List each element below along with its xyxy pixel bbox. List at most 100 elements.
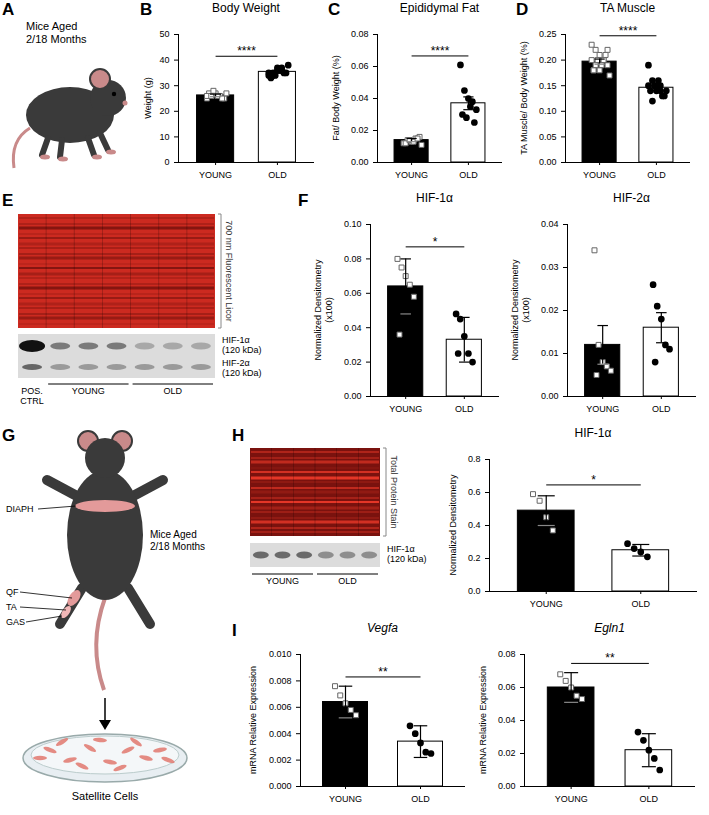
svg-text:A: A: [2, 0, 14, 19]
svg-text:0.25: 0.25: [539, 29, 557, 39]
svg-text:**: **: [605, 651, 615, 665]
svg-text:****: ****: [431, 44, 450, 58]
svg-text:OLD: OLD: [640, 794, 659, 804]
svg-text:0.04: 0.04: [351, 93, 369, 103]
svg-text:mRNA Relative Expression: mRNA Relative Expression: [248, 666, 258, 774]
svg-text:Mice Aged2/18 Months: Mice Aged2/18 Months: [26, 20, 87, 45]
svg-text:GAS: GAS: [6, 617, 25, 627]
svg-text:0.05: 0.05: [539, 132, 557, 142]
svg-text:Satellite Cells: Satellite Cells: [72, 790, 139, 802]
svg-text:Normalized Densitometry: Normalized Densitometry: [313, 259, 323, 361]
svg-text:POS.CTRL: POS.CTRL: [20, 386, 44, 406]
svg-text:0.15: 0.15: [539, 81, 557, 91]
svg-text:YOUNG: YOUNG: [266, 576, 299, 586]
svg-text:OLD: OLD: [652, 404, 671, 414]
svg-text:0.04: 0.04: [541, 219, 559, 229]
svg-text:HIF-1α(120 kDa): HIF-1α(120 kDa): [387, 544, 427, 564]
svg-text:OLD: OLD: [338, 576, 357, 586]
svg-text:0.08: 0.08: [351, 29, 369, 39]
svg-text:F: F: [298, 191, 308, 210]
svg-text:0.2: 0.2: [468, 553, 481, 563]
svg-text:0.006: 0.006: [269, 702, 292, 712]
svg-text:0.04: 0.04: [344, 323, 362, 333]
svg-text:Normalized Densitometry: Normalized Densitometry: [448, 474, 458, 576]
svg-text:HIF-2α(120 kDa): HIF-2α(120 kDa): [222, 358, 262, 378]
svg-text:E: E: [2, 191, 13, 210]
svg-text:0.004: 0.004: [269, 729, 292, 739]
svg-text:0.06: 0.06: [498, 682, 516, 692]
svg-text:0.08: 0.08: [344, 254, 362, 264]
svg-text:*: *: [433, 235, 438, 249]
svg-text:B: B: [140, 0, 152, 19]
svg-text:20: 20: [159, 106, 169, 116]
svg-text:YOUNG: YOUNG: [586, 404, 619, 414]
svg-text:OLD: OLD: [647, 170, 666, 180]
svg-text:Mice Aged2/18 Months: Mice Aged2/18 Months: [150, 529, 205, 552]
svg-text:D: D: [516, 0, 528, 19]
svg-text:0.00: 0.00: [539, 157, 557, 167]
svg-text:YOUNG: YOUNG: [199, 170, 232, 180]
svg-text:YOUNG: YOUNG: [72, 386, 105, 396]
svg-text:H: H: [232, 426, 244, 445]
svg-text:Weight (g): Weight (g): [143, 77, 153, 118]
svg-text:0.06: 0.06: [344, 288, 362, 298]
svg-text:0.010: 0.010: [269, 649, 292, 659]
svg-text:50: 50: [159, 29, 169, 39]
svg-text:QF: QF: [6, 587, 19, 597]
svg-text:G: G: [2, 426, 15, 445]
svg-text:OLD: OLD: [455, 404, 474, 414]
svg-text:0.00: 0.00: [498, 781, 516, 791]
svg-text:I: I: [232, 621, 237, 640]
svg-text:TA Muscle/ Body Weight (%): TA Muscle/ Body Weight (%): [519, 41, 529, 155]
svg-text:OLD: OLD: [268, 170, 287, 180]
svg-text:0.10: 0.10: [344, 219, 362, 229]
svg-text:*: *: [591, 473, 596, 487]
svg-text:0.00: 0.00: [344, 391, 362, 401]
svg-text:YOUNG: YOUNG: [555, 794, 588, 804]
svg-text:mRNA Relative Expression: mRNA Relative Expression: [478, 666, 488, 774]
svg-text:0.002: 0.002: [269, 755, 292, 765]
svg-text:0.00: 0.00: [541, 391, 559, 401]
svg-text:YOUNG: YOUNG: [530, 599, 563, 609]
svg-text:10: 10: [159, 132, 169, 142]
svg-text:YOUNG: YOUNG: [583, 170, 616, 180]
svg-text:700 nm Fluorescent Licor: 700 nm Fluorescent Licor: [224, 220, 234, 322]
svg-text:Normalized Densitometry: Normalized Densitometry: [510, 259, 520, 361]
svg-text:0.04: 0.04: [498, 715, 516, 725]
svg-text:0.0: 0.0: [468, 586, 481, 596]
svg-text:0.4: 0.4: [468, 520, 481, 530]
svg-text:0.06: 0.06: [351, 61, 369, 71]
svg-text:0.02: 0.02: [498, 748, 516, 758]
svg-text:0.01: 0.01: [541, 348, 559, 358]
svg-text:0.20: 0.20: [539, 55, 557, 65]
svg-text:****: ****: [237, 44, 256, 58]
svg-text:****: ****: [619, 24, 638, 38]
svg-text:OLD: OLD: [459, 170, 478, 180]
svg-text:YOUNG: YOUNG: [389, 404, 422, 414]
svg-text:TA: TA: [6, 602, 17, 612]
svg-text:(x100): (x100): [521, 297, 531, 323]
svg-text:(x100): (x100): [324, 297, 334, 323]
svg-text:OLD: OLD: [411, 794, 430, 804]
svg-text:DIAPH: DIAPH: [6, 504, 34, 514]
svg-text:Total Protein Stain: Total Protein Stain: [389, 455, 399, 528]
svg-text:0.03: 0.03: [541, 262, 559, 272]
svg-text:OLD: OLD: [632, 599, 651, 609]
svg-text:Fat/ Body Weight (%): Fat/ Body Weight (%): [331, 55, 341, 140]
svg-text:0.008: 0.008: [269, 676, 292, 686]
svg-text:0.02: 0.02: [541, 305, 559, 315]
svg-text:OLD: OLD: [164, 386, 183, 396]
svg-text:YOUNG: YOUNG: [395, 170, 428, 180]
svg-text:30: 30: [159, 81, 169, 91]
svg-text:**: **: [378, 665, 388, 679]
svg-text:YOUNG: YOUNG: [329, 794, 362, 804]
svg-text:40: 40: [159, 55, 169, 65]
svg-text:0.02: 0.02: [344, 357, 362, 367]
svg-text:0: 0: [164, 157, 169, 167]
svg-text:C: C: [328, 0, 340, 19]
svg-text:0.08: 0.08: [498, 649, 516, 659]
svg-text:0.6: 0.6: [468, 487, 481, 497]
svg-text:0.10: 0.10: [539, 106, 557, 116]
svg-text:0.00: 0.00: [351, 157, 369, 167]
svg-text:0.000: 0.000: [269, 781, 292, 791]
